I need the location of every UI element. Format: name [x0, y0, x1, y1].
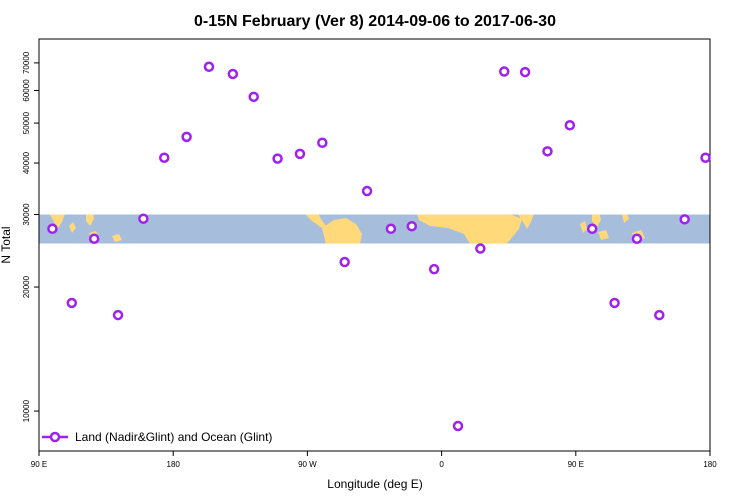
y-axis-label: N Total — [0, 226, 13, 263]
data-point-0-14 — [361, 185, 373, 197]
y-tick-label-6: 70000 — [22, 51, 31, 74]
map-land — [49, 214, 645, 244]
data-point-0-18 — [452, 420, 464, 432]
data-point-0-28 — [679, 214, 690, 225]
data-point-0-4 — [138, 213, 149, 224]
data-point-0-0 — [47, 223, 58, 235]
y-tick-label-5: 60000 — [22, 79, 31, 102]
chart-title: 0-15N February (Ver 8) 2014-09-06 to 201… — [194, 13, 556, 30]
legend-label: Land (Nadir&Glint) and Ocean (Glint) — [75, 430, 272, 444]
data-point-0-10 — [272, 153, 283, 164]
data-point-0-16 — [406, 220, 418, 232]
plot-frame — [38, 38, 711, 452]
data-point-0-5 — [159, 152, 170, 163]
data-point-0-21 — [519, 66, 531, 78]
data-point-0-20 — [498, 66, 510, 77]
data-point-0-22 — [542, 146, 553, 157]
x-tick-label-5: 180 — [703, 460, 717, 469]
data-point-0-24 — [586, 223, 598, 235]
data-point-0-17 — [428, 263, 440, 275]
data-point-0-27 — [654, 309, 665, 321]
data-point-0-7 — [203, 61, 215, 73]
data-point-0-1 — [66, 297, 78, 309]
data-point-0-25 — [609, 297, 620, 309]
data-point-0-6 — [181, 131, 192, 143]
y-tick-label-3: 40000 — [22, 151, 31, 174]
data-point-0-15 — [385, 223, 397, 235]
x-axis: 90 E 180 90 W 0 90 E 180 — [31, 451, 717, 469]
x-tick-label-4: 90 E — [568, 460, 584, 469]
data-point-0-8 — [227, 68, 239, 80]
data-point-0-9 — [248, 91, 259, 103]
y-axis: 10000 20000 30000 40000 50000 60000 70000 — [22, 51, 39, 422]
x-tick-label-1: 180 — [167, 460, 181, 469]
x-axis-label: Longitude (deg E) — [327, 477, 422, 491]
data-point-0-13 — [339, 256, 350, 268]
y-tick-label-4: 50000 — [22, 111, 31, 134]
legend: Land (Nadir&Glint) and Ocean (Glint) — [42, 430, 272, 444]
data-point-0-23 — [564, 120, 576, 131]
y-tick-label-2: 30000 — [22, 203, 31, 226]
y-tick-label-0: 10000 — [22, 399, 31, 422]
legend-marker-swatch — [49, 431, 61, 443]
world-map-strip — [39, 214, 710, 244]
data-points — [47, 61, 711, 432]
data-point-0-11 — [294, 148, 306, 160]
data-point-0-19 — [475, 243, 486, 254]
data-point-0-29 — [700, 152, 711, 163]
data-point-0-26 — [631, 233, 643, 244]
y-tick-label-1: 20000 — [22, 275, 31, 298]
data-point-0-2 — [88, 233, 100, 244]
x-tick-label-3: 0 — [439, 460, 444, 469]
x-tick-label-0: 90 E — [31, 460, 47, 469]
data-point-0-3 — [112, 309, 124, 321]
data-point-0-12 — [317, 137, 328, 148]
x-tick-label-2: 90 W — [298, 460, 317, 469]
